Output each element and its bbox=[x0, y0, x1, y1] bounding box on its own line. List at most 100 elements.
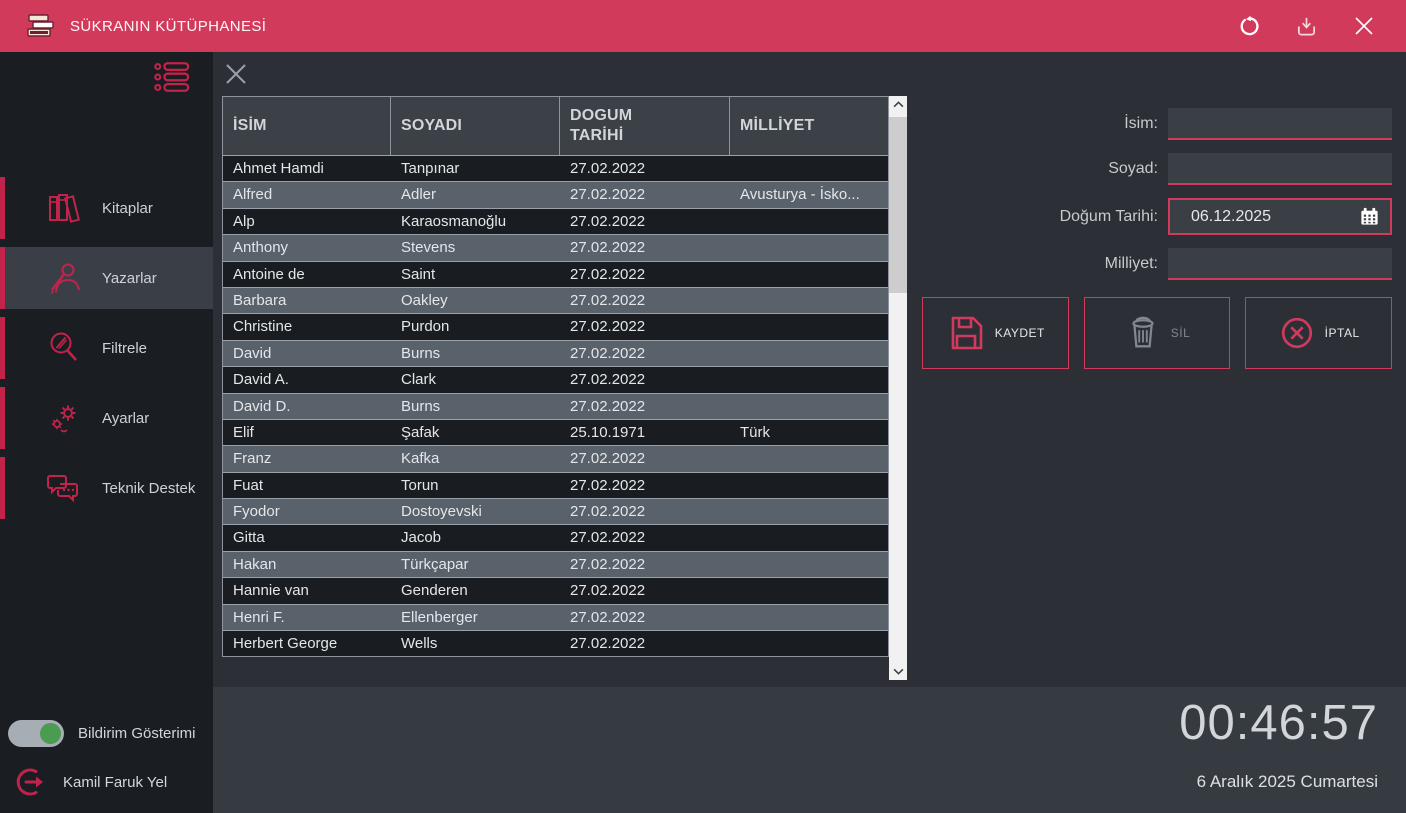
sidebar-item-teknik-destek[interactable]: Teknik Destek bbox=[0, 457, 213, 519]
table-cell: Fuat bbox=[233, 476, 264, 494]
refresh-icon[interactable] bbox=[1236, 14, 1260, 38]
milliyet-input[interactable] bbox=[1168, 248, 1392, 280]
notification-toggle[interactable] bbox=[8, 720, 64, 747]
table-cell: David A. bbox=[233, 371, 289, 389]
table-header: İSİM SOYADI DOGUM TARİHİ MİLLİYET bbox=[223, 97, 888, 155]
table-row[interactable]: Antoine de Saint 27.02.2022 bbox=[223, 260, 888, 287]
list-menu-icon[interactable] bbox=[153, 58, 191, 96]
table-cell: Herbert George bbox=[233, 635, 338, 653]
table-cell: Wells bbox=[401, 635, 438, 653]
table-row[interactable]: Christine Purdon 27.02.2022 bbox=[223, 313, 888, 340]
table-row[interactable]: David Burns 27.02.2022 bbox=[223, 339, 888, 367]
table-row[interactable]: Fyodor Dostoyevski 27.02.2022 bbox=[223, 498, 888, 525]
table-cell: Şafak bbox=[401, 423, 440, 441]
bottom-panel: 00:46:57 6 Aralık 2025 Cumartesi bbox=[213, 687, 1406, 813]
table-row[interactable]: Ahmet Hamdi Tanpınar 27.02.2022 bbox=[223, 155, 888, 182]
table-cell: 27.02.2022 bbox=[570, 371, 646, 389]
table-cell: 27.02.2022 bbox=[570, 635, 646, 653]
table-cell bbox=[730, 209, 888, 234]
table-row[interactable]: Hakan Türkçapar 27.02.2022 bbox=[223, 550, 888, 578]
soyad-label: Soyad: bbox=[1108, 160, 1158, 177]
save-button-label: KAYDET bbox=[994, 326, 1045, 340]
filter-search-icon bbox=[46, 330, 82, 366]
table-cell: 27.02.2022 bbox=[570, 397, 646, 415]
cancel-button[interactable]: İPTAL bbox=[1245, 297, 1392, 369]
table-cell bbox=[730, 525, 888, 550]
table-row[interactable]: Barbara Oakley 27.02.2022 bbox=[223, 286, 888, 314]
content-close-icon[interactable] bbox=[222, 60, 250, 88]
table-cell bbox=[730, 156, 888, 181]
table-cell: 27.02.2022 bbox=[570, 212, 646, 230]
scroll-down-icon[interactable] bbox=[889, 663, 907, 680]
table-row[interactable]: Herbert George Wells 27.02.2022 bbox=[223, 630, 888, 657]
table-cell: Alfred bbox=[233, 186, 273, 204]
sidebar: Kitaplar Yazarlar bbox=[0, 52, 213, 813]
table-cell: 27.02.2022 bbox=[570, 291, 646, 309]
logout-icon[interactable] bbox=[16, 767, 46, 797]
table-row[interactable]: Hannie van Genderen 27.02.2022 bbox=[223, 577, 888, 604]
sidebar-item-filtrele[interactable]: Filtrele bbox=[0, 317, 213, 379]
table-cell: Ahmet Hamdi bbox=[233, 160, 324, 177]
table-row[interactable]: David A. Clark 27.02.2022 bbox=[223, 366, 888, 393]
delete-button[interactable]: SİL bbox=[1083, 297, 1231, 369]
table-cell: Ellenberger bbox=[401, 608, 478, 626]
main-area: İSİM SOYADI DOGUM TARİHİ MİLLİYET Ahmet … bbox=[213, 52, 1406, 813]
dogum-tarihi-datepicker[interactable]: 06.12.2025 bbox=[1168, 198, 1392, 235]
author-form: İsim: Soyad: Doğum Tarihi: 06.12.2025 bbox=[921, 108, 1392, 369]
table-cell: 27.02.2022 bbox=[570, 344, 646, 362]
table-row[interactable]: David D. Burns 27.02.2022 bbox=[223, 392, 888, 419]
table-row[interactable]: Fuat Torun 27.02.2022 bbox=[223, 471, 888, 499]
sidebar-item-ayarlar[interactable]: Ayarlar bbox=[0, 387, 213, 449]
isim-label: İsim: bbox=[1124, 115, 1158, 132]
table-cell: 27.02.2022 bbox=[570, 608, 646, 626]
cancel-button-label: İPTAL bbox=[1324, 326, 1360, 340]
column-header-soyadi[interactable]: SOYADI bbox=[391, 97, 560, 155]
table-cell: 27.02.2022 bbox=[570, 186, 646, 204]
calendar-icon[interactable] bbox=[1359, 206, 1380, 227]
column-header-milliyet[interactable]: MİLLİYET bbox=[740, 117, 815, 134]
table-row[interactable]: Alp Karaosmanoğlu 27.02.2022 bbox=[223, 207, 888, 235]
isim-input[interactable] bbox=[1168, 108, 1392, 140]
authors-table: İSİM SOYADI DOGUM TARİHİ MİLLİYET Ahmet … bbox=[222, 96, 907, 680]
books-logo-icon bbox=[24, 12, 56, 40]
table-row[interactable]: Franz Kafka 27.02.2022 bbox=[223, 445, 888, 472]
column-header-dogum-tarihi[interactable]: DOGUM TARİHİ bbox=[560, 97, 730, 155]
table-cell bbox=[730, 235, 888, 260]
table-cell bbox=[730, 262, 888, 287]
table-cell: Jacob bbox=[401, 529, 442, 547]
table-cell: Tanpınar bbox=[401, 160, 460, 177]
scroll-up-icon[interactable] bbox=[889, 96, 907, 113]
sidebar-item-yazarlar[interactable]: Yazarlar bbox=[0, 247, 213, 309]
table-row[interactable]: Elif Şafak 25.10.1971 Türk bbox=[223, 418, 888, 446]
table-cell bbox=[730, 446, 888, 471]
sidebar-item-kitaplar[interactable]: Kitaplar bbox=[0, 177, 213, 239]
table-row[interactable]: Anthony Stevens 27.02.2022 bbox=[223, 234, 888, 261]
table-cell bbox=[730, 314, 888, 339]
scrollbar-thumb[interactable] bbox=[889, 117, 907, 293]
close-icon[interactable] bbox=[1352, 14, 1376, 38]
app-title: SÜKRANIN KÜTÜPHANESİ bbox=[70, 17, 267, 35]
table-row[interactable]: Alfred Adler 27.02.2022 Avusturya - İsko... bbox=[223, 181, 888, 208]
table-cell: Kafka bbox=[401, 450, 440, 468]
accent-bar bbox=[0, 247, 5, 309]
notification-toggle-row: Bildirim Gösterimi bbox=[8, 720, 213, 747]
save-button[interactable]: KAYDET bbox=[921, 297, 1069, 369]
column-header-isim[interactable]: İSİM bbox=[223, 97, 391, 155]
table-cell: Avusturya - İsko... bbox=[740, 186, 860, 204]
table-cell: Fyodor bbox=[233, 503, 280, 521]
table-row[interactable]: Henri F. Ellenberger 27.02.2022 bbox=[223, 603, 888, 631]
table-scrollbar[interactable] bbox=[889, 96, 907, 680]
table-cell: 27.02.2022 bbox=[570, 582, 646, 600]
sidebar-nav: Kitaplar Yazarlar bbox=[0, 177, 213, 519]
download-icon[interactable] bbox=[1294, 14, 1318, 38]
logout-row[interactable]: Kamil Faruk Yel bbox=[16, 767, 213, 797]
table-cell: 27.02.2022 bbox=[570, 555, 646, 573]
table-cell: Genderen bbox=[401, 582, 468, 600]
table-cell bbox=[730, 605, 888, 630]
table-cell: Purdon bbox=[401, 318, 450, 336]
accent-bar bbox=[0, 387, 5, 449]
table-row[interactable]: Gitta Jacob 27.02.2022 bbox=[223, 524, 888, 551]
soyad-input[interactable] bbox=[1168, 153, 1392, 185]
sidebar-item-label: Ayarlar bbox=[102, 409, 150, 427]
table-cell: Elif bbox=[233, 423, 254, 441]
